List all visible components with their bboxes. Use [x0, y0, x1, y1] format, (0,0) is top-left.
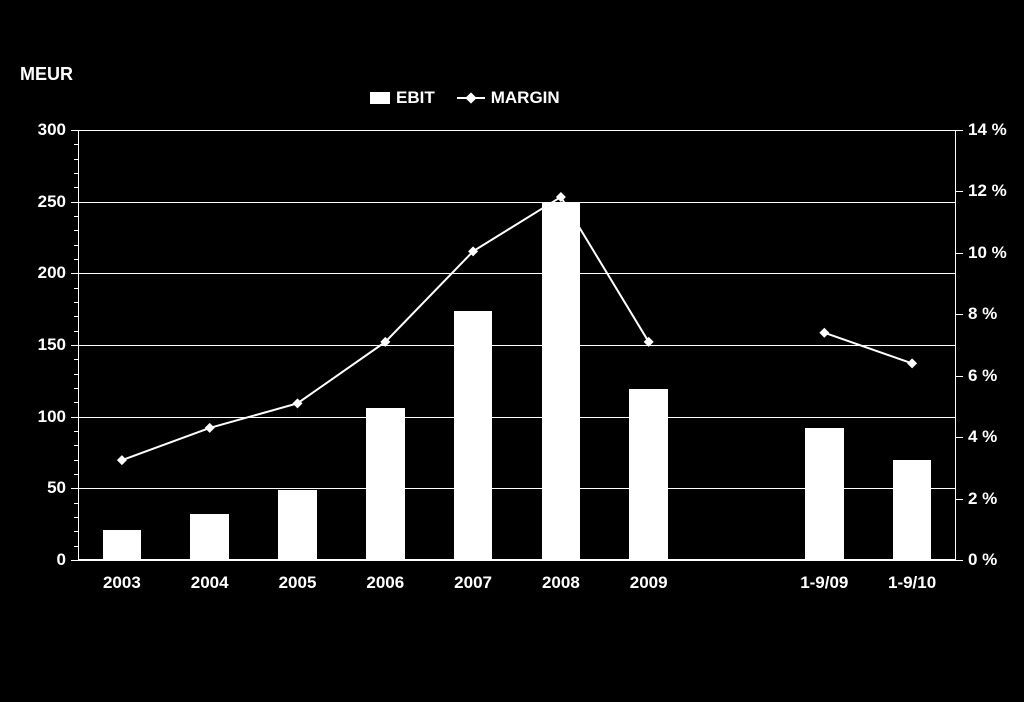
y1-tick-label: 300	[16, 120, 66, 140]
x-tick-label: 2004	[165, 573, 255, 593]
y1-tick-label: 200	[16, 263, 66, 283]
y1-tick-label: 0	[16, 550, 66, 570]
legend-bar-icon	[370, 92, 390, 104]
y2-tick-label: 10 %	[968, 243, 1018, 263]
y2-tick-label: 6 %	[968, 366, 1018, 386]
y2-tick-label: 14 %	[968, 120, 1018, 140]
ebit-margin-chart: MEUR EBITMARGIN 0501001502002503000 %2 %…	[0, 0, 1024, 702]
plot-area: 0501001502002503000 %2 %4 %6 %8 %10 %12 …	[78, 130, 956, 560]
x-tick-label: 1-9/09	[779, 573, 869, 593]
x-tick-label: 2006	[340, 573, 430, 593]
x-tick-label: 2007	[428, 573, 518, 593]
y2-tick-label: 12 %	[968, 181, 1018, 201]
y2-tick-label: 4 %	[968, 427, 1018, 447]
y1-tick-label: 150	[16, 335, 66, 355]
legend-line-icon	[457, 97, 485, 99]
x-tick-label: 1-9/10	[867, 573, 957, 593]
y1-tick-label: 250	[16, 192, 66, 212]
legend-label: MARGIN	[491, 88, 560, 108]
y1-tick-label: 100	[16, 407, 66, 427]
y1-axis-title: MEUR	[20, 64, 73, 85]
y1-tick-label: 50	[16, 478, 66, 498]
x-tick-label: 2008	[516, 573, 606, 593]
x-tick-label: 2003	[77, 573, 167, 593]
y2-tick-label: 0 %	[968, 550, 1018, 570]
chart-legend: EBIT MARGIN	[370, 88, 582, 108]
x-tick-label: 2009	[604, 573, 694, 593]
legend-label: EBIT	[396, 88, 435, 108]
x-tick-label: 2005	[253, 573, 343, 593]
y2-tick-label: 8 %	[968, 304, 1018, 324]
y2-tick-label: 2 %	[968, 489, 1018, 509]
